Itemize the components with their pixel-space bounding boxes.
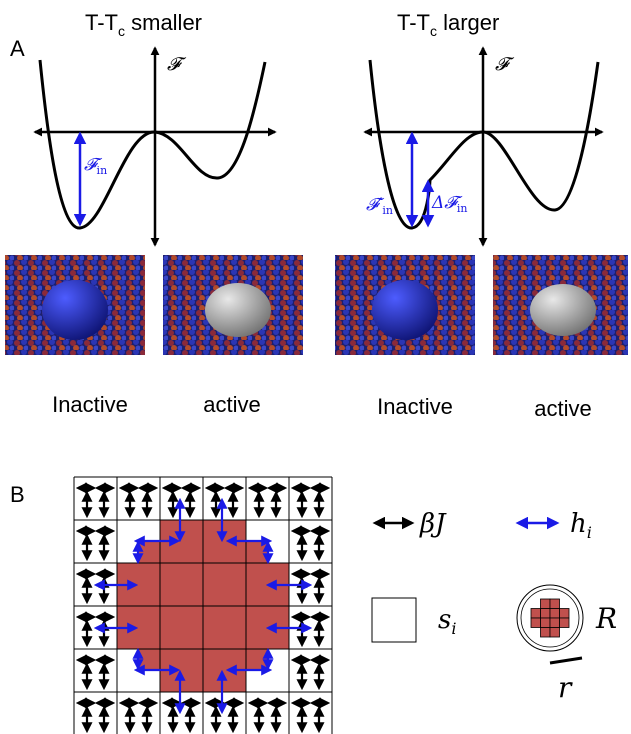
label-subscript: in — [382, 204, 393, 217]
title-text: T-T — [85, 10, 118, 35]
legend-label: r — [558, 671, 573, 704]
title-subscript: c — [430, 23, 437, 39]
legend-spin-cell — [372, 598, 416, 642]
legend-label: βJ — [419, 509, 447, 539]
legend-label: R — [595, 602, 617, 635]
render-image — [163, 255, 303, 355]
image-caption: Inactive — [377, 394, 453, 419]
cluster-cell — [531, 609, 541, 619]
title-text: T-T — [397, 10, 430, 35]
cluster-cell — [531, 618, 541, 628]
plot-title: T-Tc smaller — [85, 10, 202, 39]
title-subscript: c — [118, 23, 125, 39]
plot-title: T-Tc larger — [397, 10, 499, 39]
depth-label: 𝓕in — [84, 155, 107, 177]
legend-label: hi — [570, 509, 592, 542]
label-text: h — [570, 509, 587, 539]
cluster-cell — [560, 609, 570, 619]
render-image — [5, 255, 145, 355]
free-energy-curve — [40, 60, 265, 228]
cluster-cell — [560, 618, 570, 628]
label-subscript: i — [587, 523, 592, 542]
axis-label: 𝓕 — [167, 54, 187, 75]
title-text: larger — [437, 10, 499, 35]
cluster-cell — [550, 628, 560, 638]
panel-label: B — [10, 482, 25, 507]
image-caption: active — [534, 396, 591, 421]
cluster-cell — [550, 618, 560, 628]
cluster-cell — [550, 599, 560, 609]
cluster-cell — [541, 609, 551, 619]
label-subscript: in — [457, 202, 468, 215]
panel-b: B βJ hi si R r — [10, 477, 617, 734]
lattice-scale-bar — [550, 658, 582, 663]
panel-label: A — [10, 36, 25, 61]
render-image — [335, 255, 475, 355]
image-caption: Inactive — [52, 392, 128, 417]
panel-a: A T-Tc smaller T-Tc larger 𝓕 𝓕in 𝓕 𝓕′in … — [5, 10, 628, 421]
axis-label: 𝓕 — [495, 54, 515, 75]
depth-label: 𝓕′in — [366, 195, 393, 217]
cluster-cell — [541, 618, 551, 628]
render-image — [493, 255, 628, 355]
cluster-cell — [541, 599, 551, 609]
image-caption: active — [203, 392, 260, 417]
legend-label: si — [438, 605, 456, 638]
cluster-cell — [541, 628, 551, 638]
difference-label: Δ𝓕in — [431, 193, 467, 215]
label-text: s — [438, 605, 451, 635]
figure: A T-Tc smaller T-Tc larger 𝓕 𝓕in 𝓕 𝓕′in … — [0, 0, 631, 734]
cluster-cell — [550, 609, 560, 619]
label-subscript: in — [97, 164, 108, 177]
label-subscript: i — [451, 619, 456, 638]
lattice-grid — [74, 477, 332, 734]
title-text: smaller — [125, 10, 202, 35]
